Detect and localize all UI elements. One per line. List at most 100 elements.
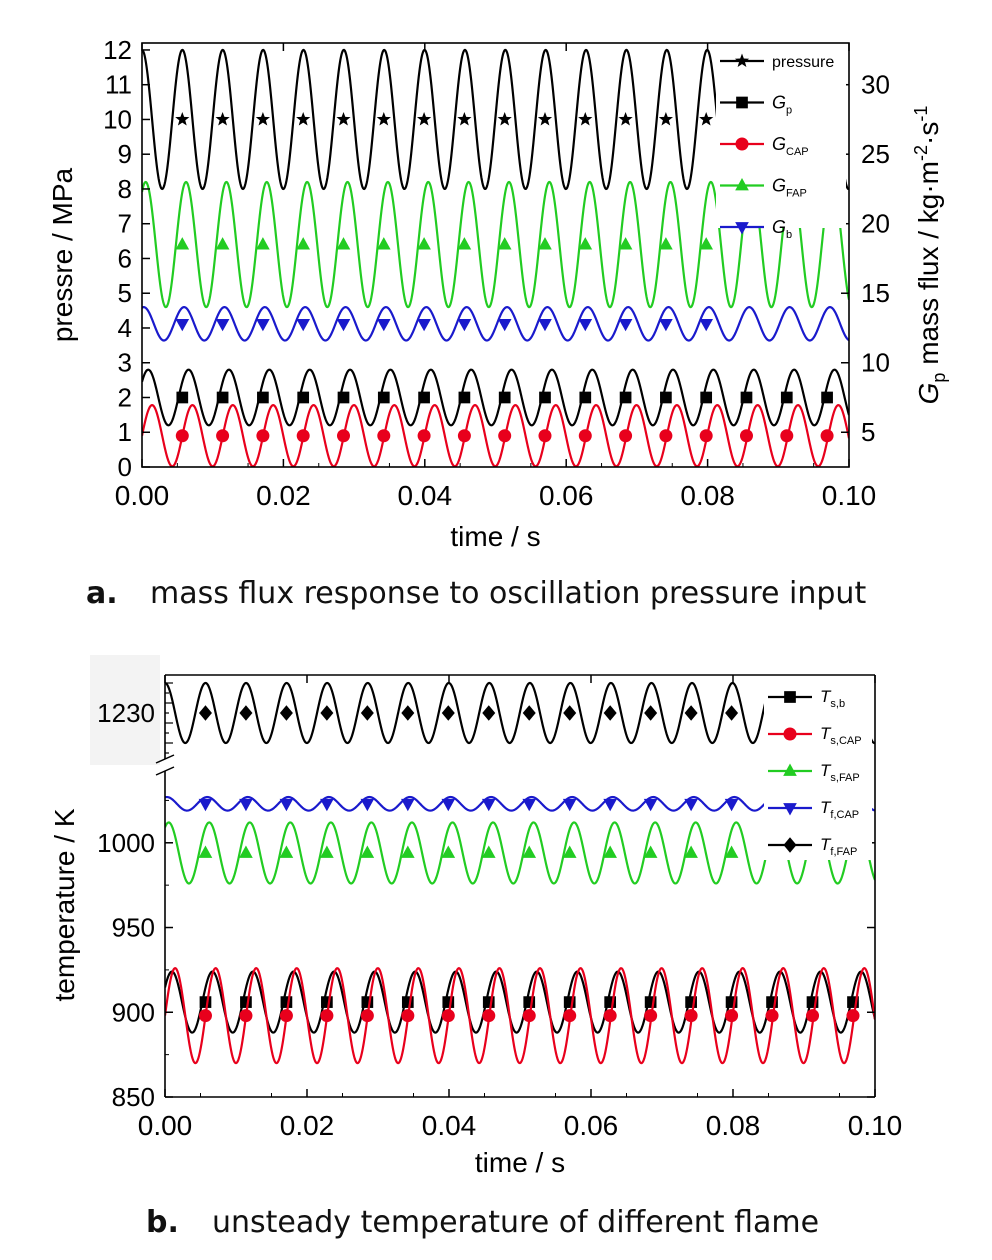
- legend-a-label-1: Gp: [772, 93, 792, 117]
- x-tick-label-b: 0.06: [564, 1110, 619, 1141]
- series-marker-b-1: [765, 1009, 779, 1023]
- y-tick-label-a: 5: [118, 278, 132, 308]
- series-marker-b-2: [400, 845, 415, 858]
- series-marker-a-2: [699, 429, 713, 443]
- chart-temperature: 1230 0.00 0.02 0.04 0.06 0.08 0.10 850 900 950 100…: [49, 655, 902, 1178]
- series-marker-a-3: [376, 237, 391, 250]
- series-marker-a-3: [618, 237, 633, 250]
- series-marker-a-0: [255, 111, 271, 126]
- y-tick-label-a: 6: [118, 243, 132, 273]
- series-marker-b-1: [563, 1009, 577, 1023]
- series-marker-b-3: [360, 798, 375, 812]
- series-marker-a-3: [256, 237, 270, 250]
- series-marker-b-3: [239, 798, 253, 812]
- series-marker-b-1: [441, 1009, 455, 1023]
- series-marker-b-3: [643, 798, 658, 812]
- series-marker-a-3: [699, 237, 714, 250]
- series-marker-a-1: [377, 391, 390, 404]
- series-marker-a-1: [579, 391, 592, 404]
- series-marker-a-0: [457, 111, 472, 126]
- series-marker-a-4: [215, 318, 230, 332]
- series-marker-b-2: [360, 845, 375, 858]
- series-marker-a-1: [660, 391, 672, 404]
- series-marker-a-2: [457, 429, 471, 443]
- series-marker-a-1: [337, 391, 350, 404]
- caption-b-text: unsteady temperature of different flame: [212, 1205, 819, 1240]
- series-marker-b-1: [846, 1009, 860, 1023]
- y-tick-label-a: 10: [103, 104, 132, 134]
- series-marker-a-2: [417, 429, 431, 443]
- series-marker-b-2: [603, 845, 617, 858]
- legend-b-marker-0: [784, 691, 796, 703]
- series-marker-a-0: [376, 111, 391, 126]
- series-marker-b-4: [603, 705, 617, 721]
- series-marker-a-3: [336, 237, 351, 250]
- series-marker-a-3: [215, 237, 230, 250]
- series-marker-a-2: [256, 429, 270, 443]
- y-tick-label-a: 7: [118, 209, 132, 239]
- legend-a-label-0: pressure: [772, 54, 834, 71]
- x-tick-label-b: 0.10: [848, 1110, 903, 1141]
- series-marker-a-1: [821, 391, 833, 404]
- series-marker-a-2: [578, 429, 592, 443]
- series-marker-a-1: [619, 391, 632, 404]
- series-marker-a-0: [578, 111, 593, 126]
- series-marker-a-1: [257, 391, 269, 404]
- series-marker-a-2: [659, 429, 673, 443]
- series-marker-a-4: [578, 318, 593, 332]
- series-marker-b-3: [481, 798, 496, 812]
- legend-a-marker-1: [736, 96, 748, 109]
- series-marker-a-3: [175, 237, 190, 250]
- series-marker-b-4: [239, 705, 253, 721]
- series-marker-b-4: [684, 705, 698, 721]
- series-marker-b-0: [280, 996, 293, 1008]
- series-marker-a-4: [336, 318, 351, 332]
- series-marker-b-3: [198, 798, 213, 812]
- series-marker-b-4: [401, 705, 415, 721]
- series-marker-b-0: [442, 996, 455, 1008]
- series-marker-b-0: [401, 996, 414, 1008]
- series-marker-a-2: [820, 429, 834, 443]
- y-right-tick-label-a: 5: [861, 417, 875, 447]
- series-marker-b-2: [198, 845, 213, 858]
- series-marker-b-1: [522, 1009, 536, 1023]
- series-marker-a-0: [175, 111, 190, 126]
- x-tick-label-a: 0.00: [115, 480, 170, 511]
- series-marker-b-1: [806, 1009, 820, 1023]
- y-tick-label-b: 950: [112, 913, 155, 943]
- series-marker-b-0: [685, 996, 697, 1008]
- series-marker-b-4: [482, 705, 496, 721]
- series-marker-a-0: [416, 111, 432, 126]
- y-tick-label-b: 1000: [97, 828, 155, 858]
- legend-b-label-2: Ts,FAP: [820, 761, 860, 784]
- series-marker-b-2: [441, 845, 456, 858]
- y-right-tick-label-a: 20: [861, 209, 890, 239]
- series-marker-b-0: [321, 996, 333, 1008]
- y-tick-label-a: 11: [105, 70, 132, 100]
- y-axis-label-b: temperature / K: [49, 808, 80, 1001]
- x-tick-label-a: 0.04: [398, 480, 453, 511]
- legend-b-label-3: Tf,CAP: [820, 798, 859, 821]
- series-marker-a-2: [296, 429, 310, 443]
- series-marker-b-0: [725, 996, 738, 1008]
- y-right-tick-label-a: 30: [861, 70, 890, 100]
- series-marker-a-2: [739, 429, 753, 443]
- series-marker-b-4: [644, 705, 658, 721]
- series-marker-b-2: [522, 845, 537, 858]
- series-marker-a-2: [216, 429, 230, 443]
- series-marker-b-3: [400, 798, 415, 812]
- y-upper-tick-label-b: 1230: [97, 698, 155, 728]
- series-marker-a-3: [457, 237, 472, 250]
- legend-b-label-1: Ts,CAP: [820, 724, 862, 747]
- series-marker-a-4: [417, 318, 431, 332]
- series-marker-b-0: [240, 996, 252, 1008]
- axis-break-mark: [155, 754, 175, 764]
- series-marker-b-3: [441, 798, 456, 812]
- series-marker-a-4: [256, 318, 270, 332]
- series-line-b-2: [165, 821, 875, 885]
- series-marker-a-2: [336, 429, 350, 443]
- series-marker-a-0: [618, 111, 633, 126]
- series-marker-b-2: [481, 845, 496, 858]
- series-marker-b-3: [684, 798, 698, 812]
